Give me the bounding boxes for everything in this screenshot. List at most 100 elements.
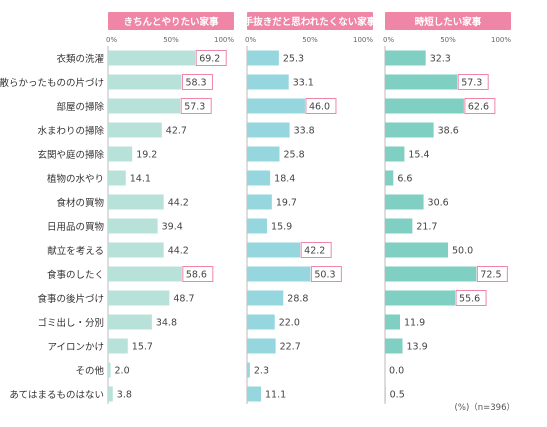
bar [108, 218, 158, 234]
value-label: 50.0 [452, 246, 473, 257]
tick-label: 0% [383, 36, 394, 44]
value-label: 28.8 [287, 294, 308, 305]
value-label: 50.3 [314, 270, 335, 281]
bar [108, 290, 170, 306]
bar [108, 122, 162, 138]
value-label: 38.6 [438, 126, 459, 137]
value-label: 44.2 [168, 198, 189, 209]
bar [385, 338, 403, 354]
value-label: 25.3 [283, 54, 304, 65]
value-label: 15.7 [132, 342, 153, 353]
bar [108, 194, 164, 210]
bar [247, 98, 305, 114]
tick-label: 100% [353, 36, 373, 44]
value-label: 32.3 [430, 54, 451, 65]
bar [385, 122, 434, 138]
category-label: アイロンかけ [47, 342, 104, 353]
tick-label: 100% [214, 36, 234, 44]
value-label: 42.2 [304, 246, 325, 257]
category-label: 部屋の掃除 [56, 101, 104, 113]
value-label: 14.1 [130, 174, 151, 185]
bar [247, 146, 280, 162]
value-label: 11.9 [404, 318, 425, 329]
value-label: 15.9 [271, 222, 292, 233]
bar [247, 314, 275, 330]
bar [385, 50, 426, 66]
category-label: ゴミ出し・分別 [37, 317, 104, 329]
value-label: 18.4 [274, 174, 295, 185]
highlight-box [310, 266, 342, 282]
bar [385, 386, 386, 402]
category-label: 日用品の買物 [47, 221, 105, 233]
value-label: 46.0 [309, 102, 330, 113]
bar [108, 242, 164, 258]
highlight-box [300, 242, 332, 258]
category-label: 玄関や庭の掃除 [37, 149, 104, 161]
value-label: 21.7 [416, 222, 437, 233]
value-label: 11.1 [265, 390, 286, 401]
category-label: 献立を考える [47, 245, 104, 257]
highlight-box [476, 266, 508, 282]
bar [385, 290, 456, 306]
value-label: 25.8 [284, 150, 305, 161]
value-label: 19.7 [276, 198, 297, 209]
value-label: 22.7 [280, 342, 301, 353]
tick-label: 100% [491, 36, 511, 44]
value-label: 0.0 [389, 366, 404, 377]
bar [247, 50, 279, 66]
highlight-box [181, 74, 213, 90]
panel-title-banner [385, 12, 511, 30]
value-label: 2.0 [115, 366, 130, 377]
bar [247, 194, 272, 210]
highlight-box [455, 290, 487, 306]
panel-title-banner [108, 12, 234, 30]
sample-size-note: (%)（n=396） [455, 402, 515, 413]
value-label: 69.2 [199, 54, 220, 65]
category-label: 水まわりの掃除 [37, 125, 104, 137]
value-label: 72.5 [480, 270, 501, 281]
panel-title: 手抜きだと思われたくない家事 [244, 16, 377, 28]
bar [385, 146, 405, 162]
bar [108, 314, 152, 330]
panel-title: きちんとやりたい家事 [123, 16, 219, 28]
bar [108, 386, 113, 402]
bar [385, 218, 413, 234]
value-label: 48.7 [173, 294, 194, 305]
value-label: 33.1 [293, 78, 314, 89]
highlight-box [305, 98, 337, 114]
bar [108, 98, 181, 114]
panel-title-banner [247, 12, 373, 30]
bar [247, 362, 250, 378]
bar [385, 74, 458, 90]
bar [247, 218, 268, 234]
bar [108, 362, 111, 378]
highlight-box [464, 98, 496, 114]
value-label: 44.2 [168, 246, 189, 257]
value-label: 13.9 [407, 342, 428, 353]
value-label: 30.6 [428, 198, 449, 209]
value-label: 39.4 [162, 222, 183, 233]
value-label: 6.6 [397, 174, 412, 185]
bar [385, 266, 477, 282]
value-label: 55.6 [459, 294, 480, 305]
value-label: 34.8 [156, 318, 177, 329]
bar [385, 194, 424, 210]
bar [385, 314, 400, 330]
tick-label: 0% [106, 36, 117, 44]
bar [385, 98, 464, 114]
bar [108, 170, 126, 186]
value-label: 58.6 [186, 270, 207, 281]
value-label: 15.4 [408, 150, 429, 161]
highlight-box [195, 50, 227, 66]
value-label: 19.2 [136, 150, 157, 161]
bar [247, 266, 311, 282]
bar [247, 242, 301, 258]
category-label: 食事のしたく [47, 269, 104, 281]
bar [385, 242, 448, 258]
category-label: 散らかったものの片づけ [0, 77, 104, 89]
value-label: 42.7 [166, 126, 187, 137]
bar [108, 146, 133, 162]
category-label: 衣類の洗濯 [56, 53, 104, 65]
category-label: その他 [75, 365, 104, 377]
